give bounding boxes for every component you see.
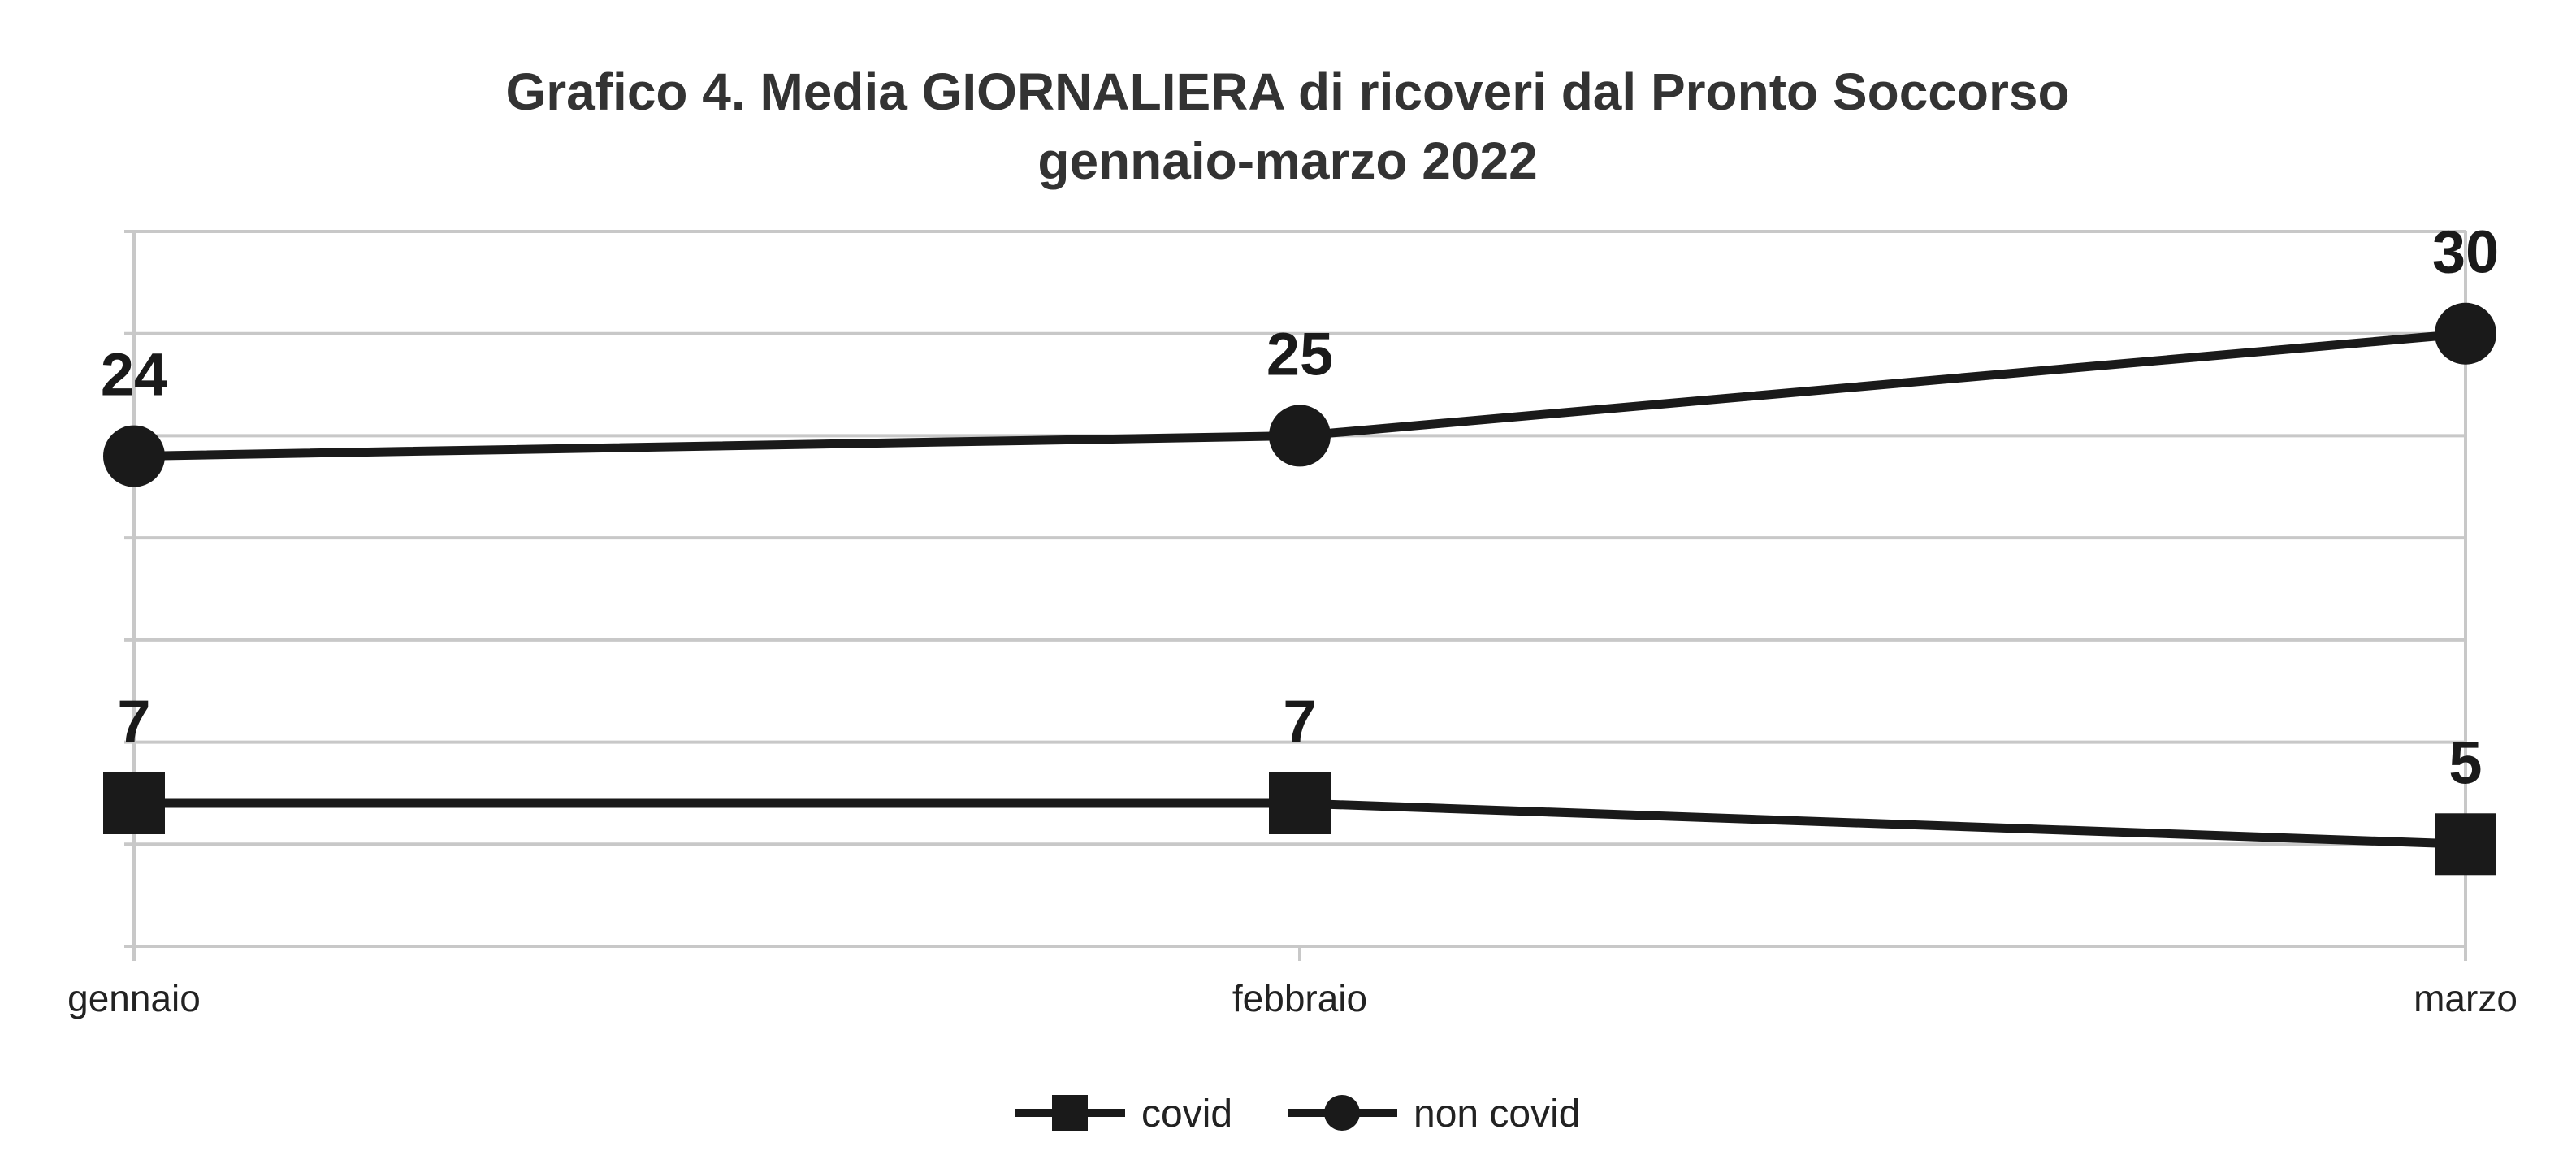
data-label: 24 [101,341,167,409]
x-axis: gennaio febbraio marzo [67,946,2518,1019]
legend: covid non covid [1015,1093,1580,1136]
data-point-circle [2435,302,2496,365]
legend-label: non covid [1414,1093,1580,1136]
data-point-square [103,772,165,834]
chart-title: Grafico 4. Media GIORNALIERA di ricoveri… [505,63,2069,121]
chart-subtitle: gennaio-marzo 2022 [1037,132,1537,190]
x-tick-label: gennaio [67,977,201,1019]
legend-label: covid [1141,1093,1232,1136]
data-point-square [1269,772,1331,834]
data-labels: 7 7 5 24 25 30 [101,219,2499,797]
data-label: 7 [117,688,150,755]
x-tick-label: marzo [2414,977,2518,1019]
data-label: 5 [2448,729,2482,796]
data-label: 7 [1283,688,1316,755]
legend-marker-square [1052,1095,1088,1131]
data-point-square [2435,813,2496,876]
data-label: 25 [1266,320,1333,387]
legend-marker-circle [1324,1095,1360,1131]
data-point-circle [103,425,165,487]
data-label: 30 [2432,219,2499,286]
series-group [103,302,2496,876]
data-point-circle [1269,405,1331,467]
x-tick-label: febbraio [1232,977,1367,1019]
